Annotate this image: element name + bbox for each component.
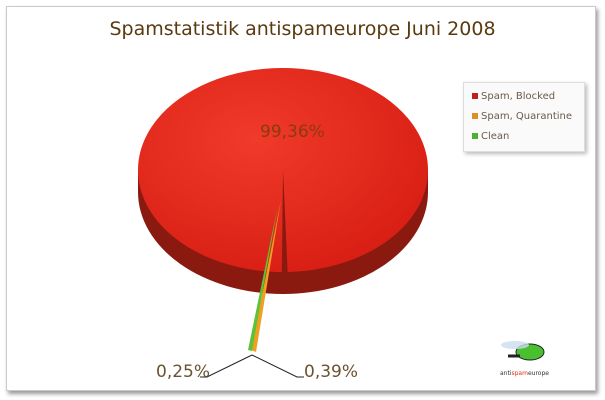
wasp-wing-icon	[501, 341, 529, 349]
leader-line-clean	[200, 354, 253, 378]
slice-clean	[248, 205, 278, 351]
logo: antispameurope	[500, 370, 549, 377]
data-label-clean: 0,25%	[156, 362, 211, 382]
slice-blocked	[137, 68, 428, 272]
chart-title: Spamstatistik antispameurope Juni 2008	[109, 18, 496, 40]
leader-line-quarantine	[251, 354, 304, 378]
legend-item-blocked: Spam, Blocked	[472, 91, 555, 102]
legend-item-clean: Clean	[472, 131, 509, 142]
data-label-blocked: 99,36%	[260, 122, 325, 142]
legend-label: Spam, Quarantine	[481, 111, 573, 122]
legend-swatch	[472, 93, 478, 99]
legend-swatch	[472, 133, 478, 139]
legend-label: Spam, Blocked	[481, 91, 556, 102]
data-label-quarantine: 0,39%	[304, 362, 359, 382]
legend-swatch	[472, 113, 478, 119]
legend: Spam, Blocked Spam, Quarantine Clean	[463, 82, 585, 152]
legend-label: Clean	[481, 131, 510, 142]
legend-item-quarantine: Spam, Quarantine	[472, 111, 572, 122]
